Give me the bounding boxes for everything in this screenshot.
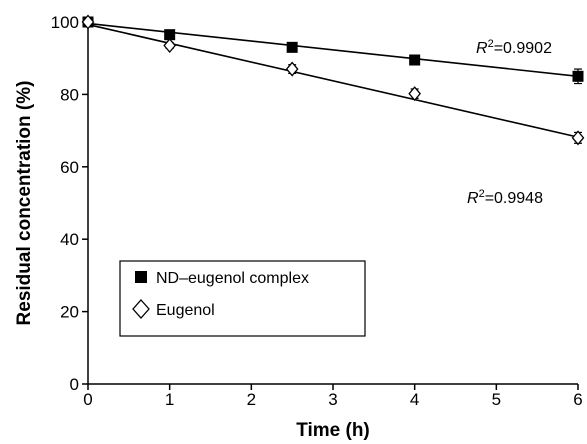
data-markers <box>81 14 585 146</box>
data-point-square <box>409 54 421 66</box>
r2-annotation-eugenol: R2=0.9948 <box>467 188 543 207</box>
data-point-diamond <box>285 61 299 77</box>
data-point-square <box>572 70 584 82</box>
r2-annotation-complex: R2=0.9902 <box>476 38 552 57</box>
y-tick-label: 80 <box>60 85 79 104</box>
x-axis-title: Time (h) <box>296 420 370 441</box>
legend-label-complex: ND–eugenol complex <box>156 270 309 287</box>
legend: ND–eugenol complex Eugenol <box>119 260 366 337</box>
legend-label-eugenol: Eugenol <box>156 302 215 319</box>
data-point-diamond <box>571 130 585 146</box>
y-axis-title: Residual concentration (%) <box>14 81 35 326</box>
y-tick-label: 20 <box>60 303 79 322</box>
y-tick-label: 40 <box>60 230 79 249</box>
x-tick-label: 6 <box>573 390 582 409</box>
x-tick-label: 0 <box>83 390 92 409</box>
legend-box <box>119 260 366 337</box>
y-tick-label: 60 <box>60 158 79 177</box>
y-tick-label: 0 <box>70 375 79 394</box>
x-tick-label: 5 <box>492 390 501 409</box>
legend-square-marker <box>135 271 147 283</box>
legend-diamond-marker <box>132 299 150 319</box>
data-point-diamond <box>163 38 177 54</box>
x-tick-label: 4 <box>410 390 419 409</box>
data-point-diamond <box>408 86 422 102</box>
y-tick-label: 100 <box>51 13 79 32</box>
x-tick-label: 3 <box>328 390 337 409</box>
x-tick-label: 2 <box>247 390 256 409</box>
data-point-square <box>164 29 176 41</box>
x-tick-label: 1 <box>165 390 174 409</box>
data-point-square <box>286 41 298 53</box>
data-point-diamond <box>81 14 95 30</box>
